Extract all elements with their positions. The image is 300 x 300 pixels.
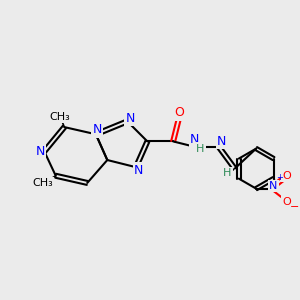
Text: CH₃: CH₃ bbox=[50, 112, 70, 122]
Text: N: N bbox=[93, 124, 102, 136]
Text: O: O bbox=[282, 171, 291, 181]
Text: N: N bbox=[125, 112, 135, 125]
Text: O: O bbox=[174, 106, 184, 119]
Text: N: N bbox=[217, 135, 226, 148]
Text: N: N bbox=[190, 134, 199, 146]
Text: N: N bbox=[269, 182, 278, 191]
Text: CH₃: CH₃ bbox=[32, 178, 53, 188]
Text: +: + bbox=[276, 173, 283, 182]
Text: N: N bbox=[35, 145, 45, 158]
Text: H: H bbox=[196, 144, 205, 154]
Text: −: − bbox=[290, 202, 299, 212]
Text: O: O bbox=[282, 196, 291, 206]
Text: H: H bbox=[224, 168, 232, 178]
Text: N: N bbox=[134, 164, 143, 176]
